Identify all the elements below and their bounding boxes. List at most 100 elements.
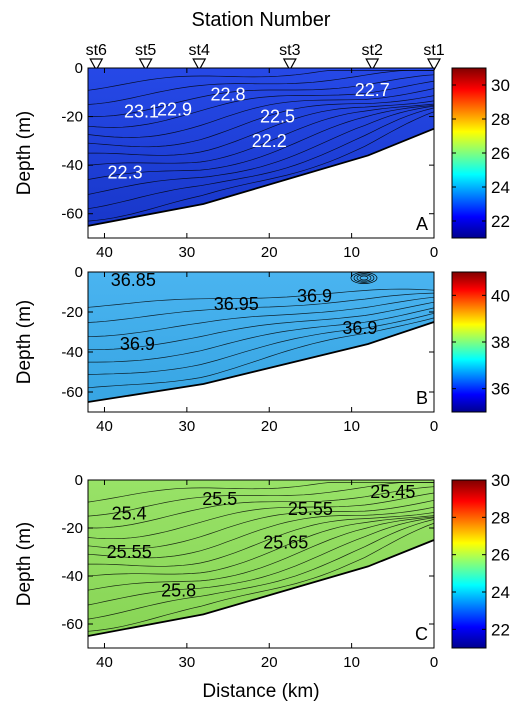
water-region xyxy=(88,480,434,636)
colorbar-tick-label: 36 xyxy=(491,380,510,399)
panel-c: 25.4 25.5 25.55 25.45 25.55 25.65 25.8 40 30 20 1… xyxy=(14,471,510,671)
water-region xyxy=(88,272,434,402)
contour-line xyxy=(88,105,434,195)
seafloor-line xyxy=(87,539,435,637)
panel-b-colorbar: 36 38 40 xyxy=(451,271,510,413)
y-tick-label: -60 xyxy=(61,616,83,633)
contour-line xyxy=(88,301,434,351)
y-tick-label: -60 xyxy=(61,384,83,401)
x-tick-label: 20 xyxy=(261,654,278,671)
panel-c-water-fill xyxy=(88,480,434,636)
x-tick-label: 40 xyxy=(96,244,113,261)
x-tick-label: 10 xyxy=(343,654,360,671)
contour-line xyxy=(88,88,434,138)
x-tick-label: 10 xyxy=(343,244,360,261)
contour-line xyxy=(88,292,434,323)
colorbar-tick-label: 30 xyxy=(491,471,510,490)
panel-b: 36.85 36.95 36.9 36.9 36.9 40 30 20 10 0 0 -20 -40… xyxy=(14,264,510,435)
contour-ring xyxy=(359,275,369,281)
contour-label: 22.7 xyxy=(355,80,390,100)
colorbar-tick-label: 24 xyxy=(491,583,510,602)
panel-a-letter: A xyxy=(416,214,428,234)
contour-label: 25.8 xyxy=(161,580,196,600)
colorbar-tick-label: 40 xyxy=(491,286,510,305)
station-marker xyxy=(192,58,207,72)
panel-a-contour-lines xyxy=(88,70,434,222)
station-marker xyxy=(138,58,153,72)
y-tick-label: -20 xyxy=(61,109,83,126)
contour-line xyxy=(88,522,434,632)
y-tick-label: -40 xyxy=(61,344,83,361)
contour-line xyxy=(88,512,434,567)
station-marker xyxy=(365,58,380,72)
colorbar-ramp xyxy=(451,271,487,413)
contour-line xyxy=(88,70,434,91)
x-axis-label: Distance (km) xyxy=(202,681,319,702)
contour-line xyxy=(88,70,434,105)
contour-ring xyxy=(356,274,372,282)
x-tick-label: 20 xyxy=(261,244,278,261)
station-label: st2 xyxy=(362,42,383,59)
station-label: st3 xyxy=(279,42,300,59)
contour-line xyxy=(88,103,434,166)
contour-line xyxy=(88,486,434,529)
panel-b-water-fill xyxy=(88,272,434,402)
contour-label: 22.2 xyxy=(252,131,287,151)
x-tick-label: 20 xyxy=(261,418,278,435)
contour-line xyxy=(88,482,434,503)
contour-line xyxy=(88,312,434,375)
y-tick-label: -40 xyxy=(61,157,83,174)
colorbar-tick-label: 22 xyxy=(491,620,510,639)
contour-label: 22.9 xyxy=(157,99,192,119)
contour-line xyxy=(88,516,434,591)
panel-a-y-axis-label: Depth (m) xyxy=(14,111,35,195)
contour-label: 36.9 xyxy=(297,286,332,306)
contour-label: 36.9 xyxy=(120,334,155,354)
contour-label: 22.5 xyxy=(260,107,295,127)
colorbar-ramp xyxy=(451,67,487,239)
x-tick-label: 0 xyxy=(430,244,438,261)
contour-label: 22.3 xyxy=(108,162,143,182)
x-tick-label: 10 xyxy=(343,418,360,435)
panel-a-y-ticks: 0 -20 -40 -60 xyxy=(61,60,434,223)
colorbar-tick-label: 22 xyxy=(491,212,510,231)
panel-a-colorbar: 22 24 26 28 30 xyxy=(451,67,510,239)
panel-a-water-fill xyxy=(88,68,434,226)
y-tick-label: 0 xyxy=(75,264,83,281)
panel-c-x-ticks: 40 30 20 10 0 xyxy=(96,480,438,671)
contour-label: 36.95 xyxy=(214,294,259,314)
panel-b-axes-frame xyxy=(87,271,435,413)
contour-line xyxy=(88,105,434,180)
panel-c-seafloor-line xyxy=(87,539,435,637)
x-tick-label: 30 xyxy=(179,244,196,261)
panel-c-contour-labels: 25.4 25.5 25.55 25.45 25.55 25.65 25.8 xyxy=(107,482,416,600)
panel-a-axes-frame xyxy=(87,67,435,239)
contour-label: 25.45 xyxy=(370,482,415,502)
contour-line xyxy=(88,95,434,148)
panel-a-x-ticks: 40 30 20 10 0 xyxy=(96,68,438,261)
station-marker xyxy=(282,58,297,72)
panel-b-letter: B xyxy=(416,388,428,408)
panel-b-y-ticks: 0 -20 -40 -60 xyxy=(61,264,434,401)
contour-label: 25.55 xyxy=(107,542,152,562)
contour-label: 25.55 xyxy=(288,499,333,519)
stations-layer: st6 st5 st4 st3 st2 st1 xyxy=(86,42,445,72)
panel-b-x-ticks: 40 30 20 10 0 xyxy=(96,272,438,435)
contour-line xyxy=(88,517,434,606)
station-label: st6 xyxy=(86,42,107,59)
contour-line xyxy=(88,80,434,128)
contour-line xyxy=(88,296,434,338)
contour-label: 25.4 xyxy=(112,504,147,524)
station-marker xyxy=(426,58,442,72)
contour-line xyxy=(88,519,434,620)
contour-label: 36.85 xyxy=(111,270,156,290)
contour-line xyxy=(88,100,434,156)
x-tick-label: 30 xyxy=(179,418,196,435)
contour-line xyxy=(88,288,434,308)
contour-label: 25.65 xyxy=(263,532,308,552)
colorbar-tick-label: 26 xyxy=(491,546,510,565)
panel-c-letter: C xyxy=(415,624,428,644)
panel-c-y-axis-label: Depth (m) xyxy=(14,522,35,606)
colorbar-tick-label: 28 xyxy=(491,110,510,129)
